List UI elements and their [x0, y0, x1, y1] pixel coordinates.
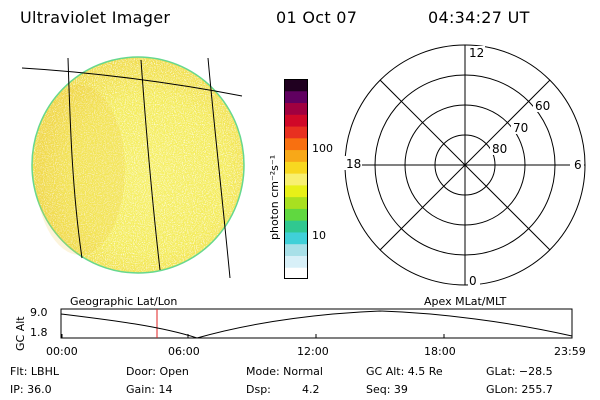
info-gc-alt: GC Alt: 4.5 Re [366, 365, 443, 378]
colorbar-band [284, 149, 308, 162]
altitude-ylabel: GC Alt [14, 316, 27, 351]
colorbar-band [284, 220, 308, 233]
colorbar-band [284, 231, 308, 245]
colorbar-band [284, 208, 308, 221]
colorbar-band [284, 173, 308, 186]
uv-disc-warm-left [35, 85, 125, 255]
polar-mlat-mlt-plot: 12 6 0 18 60 70 80 [344, 44, 586, 288]
instrument-title: Ultraviolet Imager [20, 8, 171, 27]
colorbar-band [284, 184, 308, 198]
info-seq: Seq: 39 [366, 383, 408, 396]
colorbar-band [284, 267, 308, 279]
uv-disc-speckle [33, 58, 243, 272]
colorbar-band [284, 79, 308, 92]
altitude-plot [60, 308, 573, 339]
colorbar-band [284, 126, 308, 139]
time-tick-2359: 23:59 [554, 345, 586, 358]
mlt-label-18: 18 [346, 157, 361, 171]
info-door: Door: Open [126, 365, 189, 378]
mlt-label-12: 12 [469, 46, 484, 60]
colorbar-band [284, 161, 308, 174]
colorbar-tick-10: 10 [312, 229, 326, 242]
colorbar-band [284, 196, 308, 209]
colorbar-band [284, 255, 308, 268]
time-tick-0000: 00:00 [46, 345, 78, 358]
info-glat: GLat: −28.5 [486, 365, 553, 378]
info-dsp-label: Dsp: [246, 383, 271, 396]
colorbar-band [284, 90, 308, 104]
info-mode: Mode: Normal [246, 365, 323, 378]
color-scale-bar [284, 79, 308, 279]
altitude-ytick-low: 1.8 [30, 326, 48, 339]
info-filter: Flt: LBHL [10, 365, 59, 378]
geo-latitude-line [21, 67, 243, 97]
altitude-curve [60, 310, 573, 339]
info-gain: Gain: 14 [126, 383, 173, 396]
geographic-image-panel [21, 56, 245, 279]
geo-longitude-line-3 [207, 57, 231, 279]
info-glon: GLon: 255.7 [486, 383, 553, 396]
colorbar-unit-label: photon cm⁻²s⁻¹ [268, 154, 281, 240]
info-dsp-value: 4.2 [302, 383, 320, 396]
time-tick-1200: 12:00 [297, 345, 329, 358]
colorbar-band [284, 243, 308, 256]
mlat-label-60: 60 [535, 99, 550, 113]
altitude-ytick-high: 9.0 [30, 306, 48, 319]
mlat-label-80: 80 [492, 142, 507, 156]
time-tick-1800: 18:00 [424, 345, 456, 358]
info-ip: IP: 36.0 [10, 383, 52, 396]
mlat-label-70: 70 [513, 121, 528, 135]
time-tick-0600: 06:00 [168, 345, 200, 358]
polar-panel-label: Apex MLat/MLT [424, 295, 507, 308]
geo-longitude-line-2 [140, 59, 161, 271]
observation-time: 04:34:27 UT [428, 8, 530, 27]
geo-longitude-line-1 [67, 57, 83, 259]
mlt-label-6: 6 [574, 158, 582, 172]
colorbar-band [284, 114, 308, 127]
colorbar-band [284, 137, 308, 151]
colorbar-band [284, 102, 308, 115]
mlt-label-0: 0 [469, 274, 477, 288]
observation-date: 01 Oct 07 [276, 8, 358, 27]
geo-panel-label: Geographic Lat/Lon [70, 295, 178, 308]
colorbar-tick-100: 100 [312, 142, 333, 155]
